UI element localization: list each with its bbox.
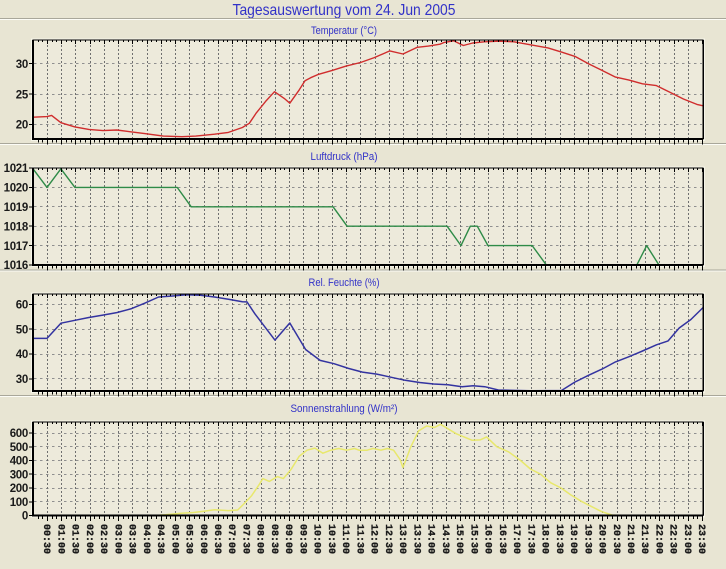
svg-text:23:30: 23:30 xyxy=(695,524,706,554)
svg-text:13:00: 13:00 xyxy=(396,524,407,554)
svg-text:21:00: 21:00 xyxy=(624,524,635,554)
svg-text:12:30: 12:30 xyxy=(382,524,393,554)
svg-text:Temperatur (°C): Temperatur (°C) xyxy=(311,25,377,37)
svg-text:07:00: 07:00 xyxy=(225,524,236,554)
svg-text:60: 60 xyxy=(16,300,28,312)
svg-text:Luftdruck (hPa): Luftdruck (hPa) xyxy=(311,151,378,163)
svg-text:600: 600 xyxy=(10,428,28,440)
svg-text:04:30: 04:30 xyxy=(154,524,165,554)
svg-text:18:30: 18:30 xyxy=(553,524,564,554)
svg-text:05:30: 05:30 xyxy=(183,524,194,554)
svg-text:Tagesauswertung vom 24. Jun 20: Tagesauswertung vom 24. Jun 2005 xyxy=(233,2,456,19)
svg-text:09:00: 09:00 xyxy=(282,524,293,554)
svg-text:08:00: 08:00 xyxy=(254,524,265,554)
svg-text:17:30: 17:30 xyxy=(524,524,535,554)
svg-text:04:00: 04:00 xyxy=(140,524,151,554)
svg-text:22:00: 22:00 xyxy=(653,524,664,554)
svg-text:11:30: 11:30 xyxy=(353,524,364,554)
svg-text:14:00: 14:00 xyxy=(425,524,436,554)
svg-text:11:00: 11:00 xyxy=(339,524,350,554)
svg-text:07:30: 07:30 xyxy=(240,524,251,554)
svg-text:10:00: 10:00 xyxy=(311,524,322,554)
svg-text:05:00: 05:00 xyxy=(168,524,179,554)
svg-text:19:30: 19:30 xyxy=(581,524,592,554)
svg-text:02:00: 02:00 xyxy=(83,524,94,554)
svg-text:19:00: 19:00 xyxy=(567,524,578,554)
svg-text:18:00: 18:00 xyxy=(539,524,550,554)
svg-text:500: 500 xyxy=(10,442,28,454)
svg-text:1020: 1020 xyxy=(4,183,28,195)
svg-text:01:00: 01:00 xyxy=(54,524,65,554)
svg-text:03:30: 03:30 xyxy=(126,524,137,554)
svg-text:Rel. Feuchte (%): Rel. Feuchte (%) xyxy=(309,277,380,289)
svg-text:09:30: 09:30 xyxy=(296,524,307,554)
svg-text:20:30: 20:30 xyxy=(610,524,621,554)
svg-text:08:30: 08:30 xyxy=(268,524,279,554)
svg-text:200: 200 xyxy=(10,483,28,495)
svg-text:21:30: 21:30 xyxy=(638,524,649,554)
svg-text:03:00: 03:00 xyxy=(111,524,122,554)
svg-text:01:30: 01:30 xyxy=(69,524,80,554)
svg-text:1017: 1017 xyxy=(4,241,28,253)
svg-text:1021: 1021 xyxy=(4,163,29,175)
svg-text:23:00: 23:00 xyxy=(681,524,692,554)
svg-text:30: 30 xyxy=(16,374,28,386)
svg-text:13:30: 13:30 xyxy=(410,524,421,554)
svg-text:100: 100 xyxy=(10,497,28,509)
svg-text:22:30: 22:30 xyxy=(667,524,678,554)
svg-text:Sonnenstrahlung (W/m²): Sonnenstrahlung (W/m²) xyxy=(291,403,398,415)
svg-text:17:00: 17:00 xyxy=(510,524,521,554)
svg-text:15:30: 15:30 xyxy=(467,524,478,554)
svg-text:30: 30 xyxy=(16,59,28,71)
svg-text:300: 300 xyxy=(10,469,28,481)
svg-text:20: 20 xyxy=(16,120,28,132)
svg-text:16:30: 16:30 xyxy=(496,524,507,554)
svg-text:40: 40 xyxy=(16,349,28,361)
svg-text:14:30: 14:30 xyxy=(439,524,450,554)
svg-text:16:00: 16:00 xyxy=(482,524,493,554)
svg-text:1018: 1018 xyxy=(4,221,29,233)
svg-text:25: 25 xyxy=(16,89,29,101)
svg-text:50: 50 xyxy=(16,324,28,336)
svg-text:1016: 1016 xyxy=(4,260,28,272)
svg-text:15:00: 15:00 xyxy=(453,524,464,554)
svg-text:06:00: 06:00 xyxy=(197,524,208,554)
svg-text:400: 400 xyxy=(10,456,28,468)
svg-text:02:30: 02:30 xyxy=(97,524,108,554)
svg-text:10:30: 10:30 xyxy=(325,524,336,554)
svg-text:20:00: 20:00 xyxy=(596,524,607,554)
svg-text:12:00: 12:00 xyxy=(368,524,379,554)
svg-text:06:30: 06:30 xyxy=(211,524,222,554)
svg-text:0: 0 xyxy=(22,511,28,523)
svg-text:00:30: 00:30 xyxy=(40,524,51,554)
svg-text:1019: 1019 xyxy=(4,202,28,214)
